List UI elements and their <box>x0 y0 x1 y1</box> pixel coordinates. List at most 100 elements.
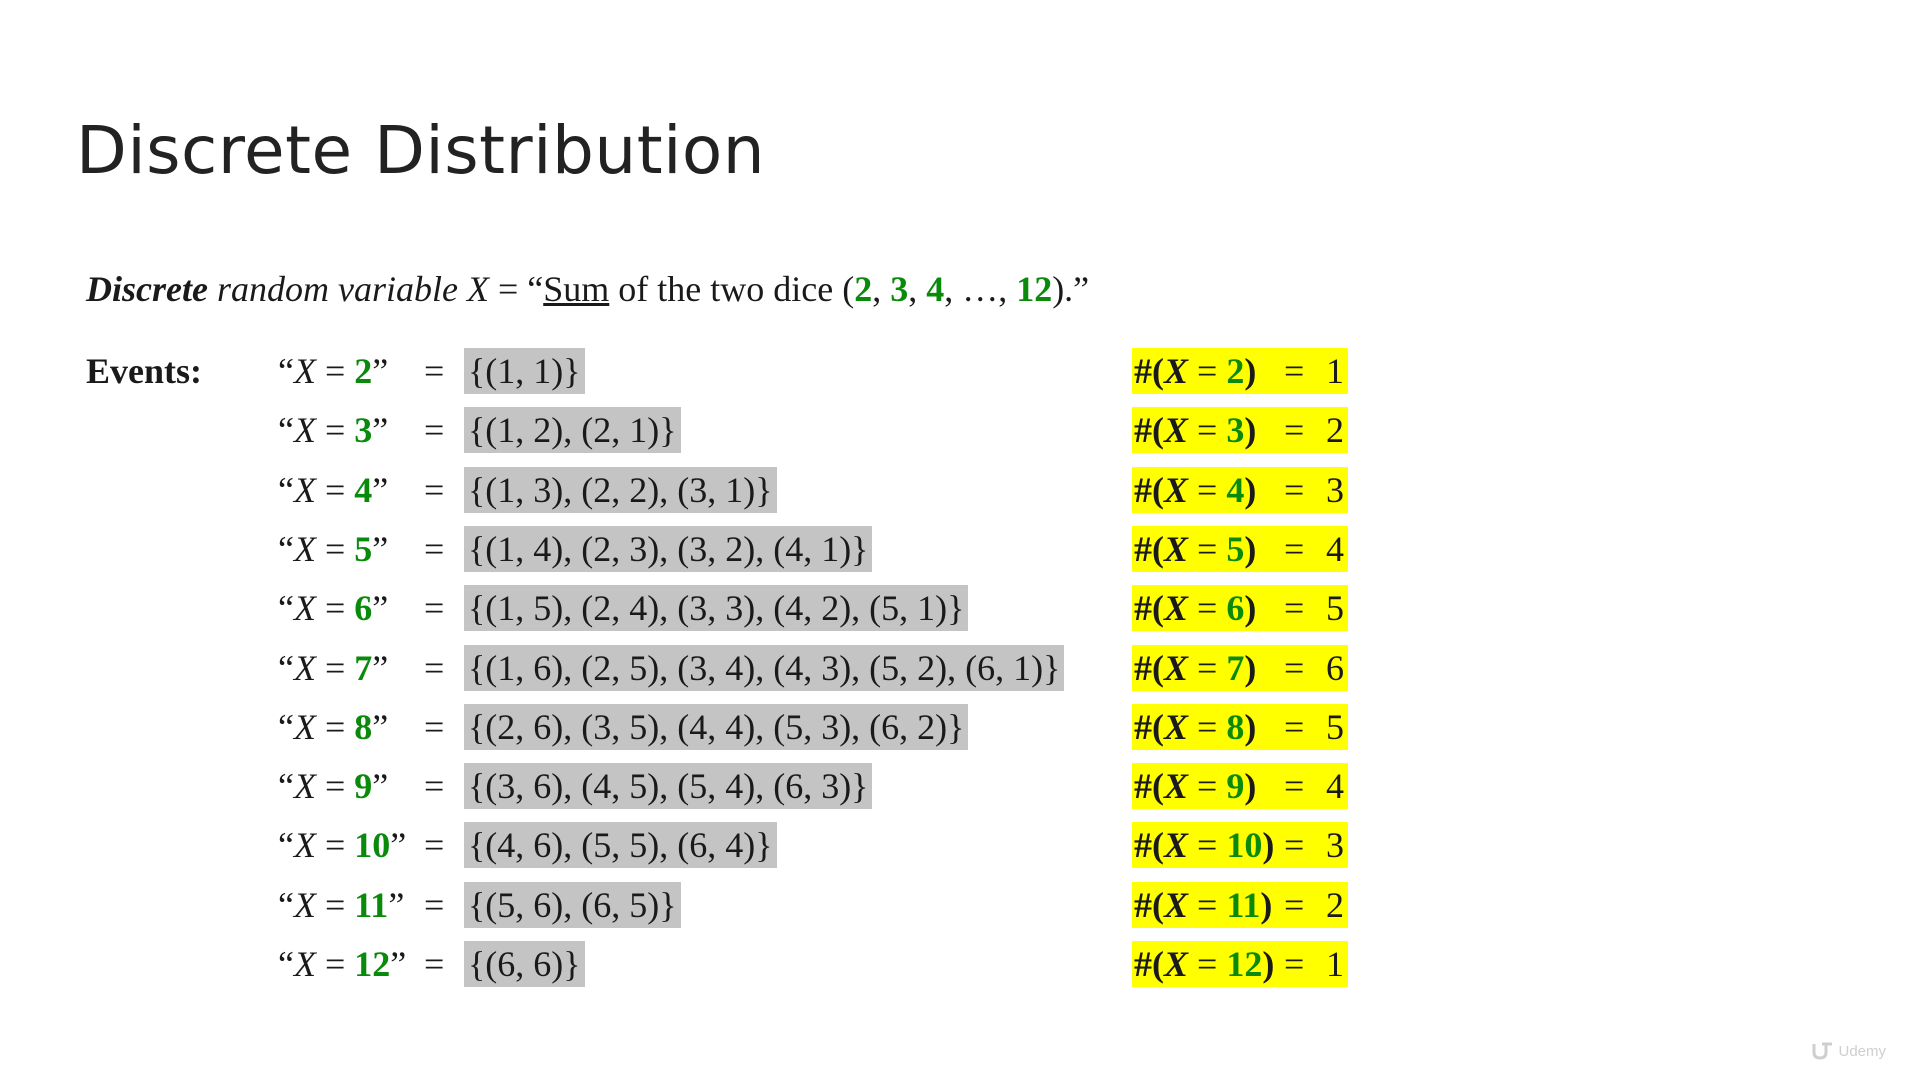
event-name: “X = 9” <box>278 763 388 809</box>
count-value: 1 <box>1326 351 1344 391</box>
var-x: X <box>293 944 316 984</box>
count-equals: = <box>1284 351 1305 391</box>
equals-sign: = <box>315 648 355 688</box>
intro-of-dice-text: of the two dice ( <box>609 269 855 309</box>
count-expression: #(X = 2) <box>1134 348 1256 394</box>
equals-sign: = <box>315 944 355 984</box>
event-name: “X = 8” <box>278 704 388 750</box>
count-value: 1 <box>1326 944 1344 984</box>
close-quote: ” <box>388 885 405 925</box>
event-name: “X = 7” <box>278 645 388 691</box>
event-outcome-set: {(2, 6), (3, 5), (4, 4), (5, 3), (6, 2)} <box>464 704 969 750</box>
event-name: “X = 5” <box>278 526 388 572</box>
event-equals: = <box>424 944 445 984</box>
intro-value-3: 3 <box>890 269 909 309</box>
event-row: “X = 4” = {(1, 3), (2, 2), (3, 1)} #(X = 4)… <box>0 467 1920 513</box>
event-value: 11 <box>354 885 389 925</box>
event-row: “X = 10” = {(4, 6), (5, 5), (6, 4)} #(X = 1… <box>0 822 1920 868</box>
count-value: 6 <box>1326 648 1344 688</box>
intro-sentence: Discrete random variable X = “Sum of the… <box>86 268 1089 310</box>
var-x: X <box>1164 410 1189 450</box>
count-value: 2 <box>1326 885 1344 925</box>
event-outcome-set: {(1, 4), (2, 3), (3, 2), (4, 1)} <box>464 526 873 572</box>
event-value: 6 <box>354 588 373 628</box>
count-close: ) <box>1260 885 1273 925</box>
event-outcome-set: {(1, 1)} <box>464 348 585 394</box>
open-quote: “ <box>278 648 294 688</box>
intro-separator: , …, <box>944 269 1017 309</box>
event-equals: = <box>424 766 445 806</box>
count-event-value: 10 <box>1226 825 1263 865</box>
count-hash: #( <box>1134 944 1164 984</box>
count-value: 5 <box>1326 588 1344 628</box>
close-quote: ” <box>372 351 389 391</box>
event-row: “X = 3” = {(1, 2), (2, 1)} #(X = 3) = 2 <box>0 407 1920 453</box>
count-equals: = <box>1284 944 1305 984</box>
event-outcome-set: {(4, 6), (5, 5), (6, 4)} <box>464 822 777 868</box>
event-value: 12 <box>354 944 391 984</box>
count-event-value: 8 <box>1226 707 1245 747</box>
event-name: “X = 10” <box>278 822 406 868</box>
event-outcome-set: {(1, 2), (2, 1)} <box>464 407 681 453</box>
udemy-logo-icon <box>1812 1042 1833 1060</box>
close-quote: ” <box>372 470 389 510</box>
count-hash: #( <box>1134 825 1164 865</box>
event-name: “X = 6” <box>278 585 388 631</box>
equals-sign: = <box>315 707 355 747</box>
event-equals: = <box>424 588 445 628</box>
count-value: 4 <box>1326 529 1344 569</box>
event-name: “X = 2” <box>278 348 388 394</box>
event-count: #(X = 9) = 4 <box>1132 763 1348 809</box>
count-close: ) <box>1244 648 1257 688</box>
var-x: X <box>293 351 316 391</box>
event-row: “X = 12” = {(6, 6)} #(X = 12) = 1 <box>0 941 1920 987</box>
count-hash: #( <box>1134 588 1164 628</box>
equals-sign: = <box>1188 351 1227 391</box>
count-hash: #( <box>1134 470 1164 510</box>
var-x: X <box>1164 648 1189 688</box>
count-expression: #(X = 3) <box>1134 407 1256 453</box>
event-name: “X = 11” <box>278 882 404 928</box>
event-value: 10 <box>354 825 391 865</box>
event-equals: = <box>424 885 445 925</box>
var-x: X <box>293 470 316 510</box>
var-x: X <box>1164 885 1189 925</box>
var-x: X <box>293 588 316 628</box>
event-outcome-set: {(3, 6), (4, 5), (5, 4), (6, 3)} <box>464 763 873 809</box>
open-quote: “ <box>278 885 294 925</box>
intro-value-2: 2 <box>854 269 873 309</box>
equals-sign: = <box>315 766 355 806</box>
intro-random-variable-text: random variable <box>207 269 467 309</box>
count-value: 2 <box>1326 410 1344 450</box>
count-hash: #( <box>1134 707 1164 747</box>
count-value: 3 <box>1326 470 1344 510</box>
close-quote: ” <box>390 825 407 865</box>
event-row: “X = 11” = {(5, 6), (6, 5)} #(X = 11) = 2 <box>0 882 1920 928</box>
count-equals: = <box>1284 470 1305 510</box>
count-close: ) <box>1244 766 1257 806</box>
event-row: “X = 9” = {(3, 6), (4, 5), (5, 4), (6, 3)}… <box>0 763 1920 809</box>
count-hash: #( <box>1134 410 1164 450</box>
equals-sign: = <box>1188 825 1227 865</box>
count-event-value: 3 <box>1226 410 1245 450</box>
intro-sum-word: Sum <box>543 269 610 309</box>
equals-sign: = <box>1188 588 1227 628</box>
var-x: X <box>293 766 316 806</box>
event-equals: = <box>424 470 445 510</box>
equals-sign: = <box>315 885 355 925</box>
equals-sign: = <box>315 529 355 569</box>
var-x: X <box>1164 470 1189 510</box>
close-quote: ” <box>372 529 389 569</box>
count-event-value: 11 <box>1226 885 1261 925</box>
count-event-value: 12 <box>1226 944 1263 984</box>
count-close: ) <box>1244 588 1257 628</box>
count-expression: #(X = 12) <box>1134 941 1274 987</box>
equals-sign: = <box>1188 648 1227 688</box>
event-row: “X = 2” = {(1, 1)} #(X = 2) = 1 <box>0 348 1920 394</box>
count-expression: #(X = 11) <box>1134 882 1272 928</box>
var-x: X <box>293 648 316 688</box>
event-count: #(X = 10) = 3 <box>1132 822 1348 868</box>
event-equals: = <box>424 529 445 569</box>
intro-equals: = “ <box>488 269 544 309</box>
